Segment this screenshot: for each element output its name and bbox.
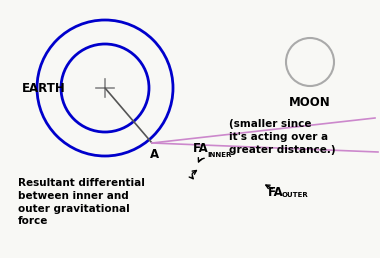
Text: OUTER: OUTER xyxy=(282,192,309,198)
Text: EARTH: EARTH xyxy=(22,82,66,94)
Text: MOON: MOON xyxy=(289,96,331,109)
Text: A: A xyxy=(150,148,160,161)
Text: Resultant differential
between inner and
outer gravitational
force: Resultant differential between inner and… xyxy=(18,178,145,227)
Text: FA: FA xyxy=(193,142,209,155)
Text: INNER: INNER xyxy=(207,152,231,158)
Text: FA: FA xyxy=(268,186,284,198)
Text: (smaller since
it's acting over a
greater distance.): (smaller since it's acting over a greate… xyxy=(229,119,336,155)
